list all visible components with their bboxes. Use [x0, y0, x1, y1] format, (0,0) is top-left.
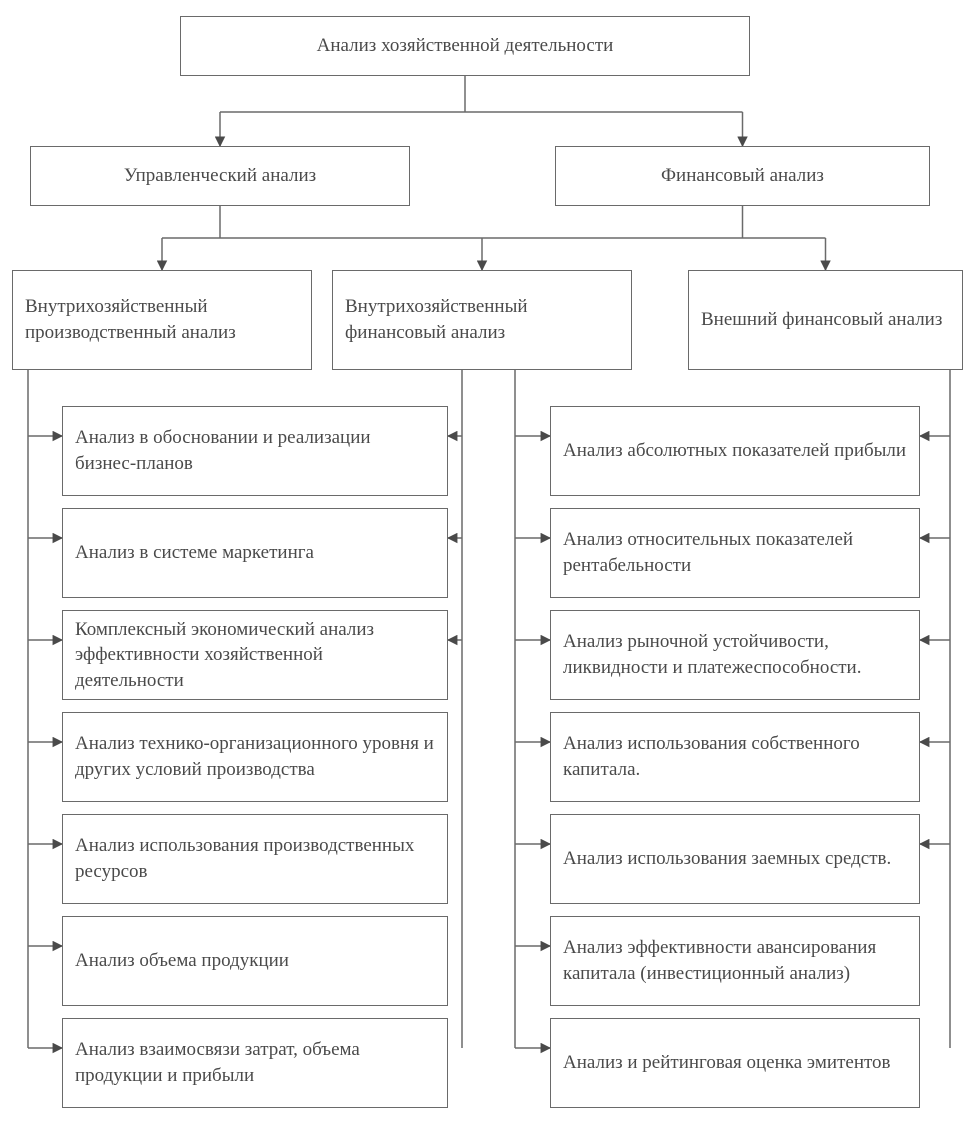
level3-ext_fin: Внешний финансовый анализ	[688, 270, 963, 370]
left-item-1-label: Анализ в системе маркетинга	[75, 540, 314, 566]
level2-fin-label: Финансовый анализ	[661, 163, 824, 189]
left-item-4: Анализ использования производственных ре…	[62, 814, 448, 904]
level2-mgmt-label: Управленческий анализ	[124, 163, 316, 189]
left-item-6: Анализ взаимосвязи затрат, объема продук…	[62, 1018, 448, 1108]
level2-fin: Финансовый анализ	[555, 146, 930, 206]
level3-int_prod: Внутрихозяйственный производственный ана…	[12, 270, 312, 370]
right-item-0: Анализ абсолютных показателей прибыли	[550, 406, 920, 496]
right-item-2: Анализ рыночной устойчивости, ликвидност…	[550, 610, 920, 700]
right-item-5-label: Анализ эффективности авансирования капит…	[563, 935, 907, 986]
right-item-6: Анализ и рейтинговая оценка эмитентов	[550, 1018, 920, 1108]
root-node: Анализ хозяйственной деятельности	[180, 16, 750, 76]
left-item-3: Анализ технико-организационного уровня и…	[62, 712, 448, 802]
left-item-5: Анализ объема продукции	[62, 916, 448, 1006]
left-item-6-label: Анализ взаимосвязи затрат, объема продук…	[75, 1037, 435, 1088]
level3-ext_fin-label: Внешний финансовый анализ	[701, 307, 942, 333]
level3-int_prod-label: Внутрихозяйственный производственный ана…	[25, 294, 299, 345]
right-item-3: Анализ использования собственного капита…	[550, 712, 920, 802]
left-item-1: Анализ в системе маркетинга	[62, 508, 448, 598]
root-node-label: Анализ хозяйственной деятельности	[317, 33, 614, 59]
right-item-2-label: Анализ рыночной устойчивости, ликвидност…	[563, 629, 907, 680]
level3-int_fin: Внутрихозяйственный финансовый анализ	[332, 270, 632, 370]
left-item-2: Комплексный экономический анализ эффекти…	[62, 610, 448, 700]
right-item-4-label: Анализ использования заемных средств.	[563, 846, 891, 872]
level3-int_fin-label: Внутрихозяйственный финансовый анализ	[345, 294, 619, 345]
right-item-1-label: Анализ относительных показателей рентабе…	[563, 527, 907, 578]
left-item-4-label: Анализ использования производственных ре…	[75, 833, 435, 884]
left-item-0: Анализ в обосновании и реализации бизнес…	[62, 406, 448, 496]
right-item-6-label: Анализ и рейтинговая оценка эмитентов	[563, 1050, 891, 1076]
right-item-1: Анализ относительных показателей рентабе…	[550, 508, 920, 598]
right-item-0-label: Анализ абсолютных показателей прибыли	[563, 438, 906, 464]
left-item-0-label: Анализ в обосновании и реализации бизнес…	[75, 425, 435, 476]
left-item-2-label: Комплексный экономический анализ эффекти…	[75, 617, 435, 694]
right-item-3-label: Анализ использования собственного капита…	[563, 731, 907, 782]
right-item-4: Анализ использования заемных средств.	[550, 814, 920, 904]
right-item-5: Анализ эффективности авансирования капит…	[550, 916, 920, 1006]
left-item-3-label: Анализ технико-организационного уровня и…	[75, 731, 435, 782]
level2-mgmt: Управленческий анализ	[30, 146, 410, 206]
left-item-5-label: Анализ объема продукции	[75, 948, 289, 974]
